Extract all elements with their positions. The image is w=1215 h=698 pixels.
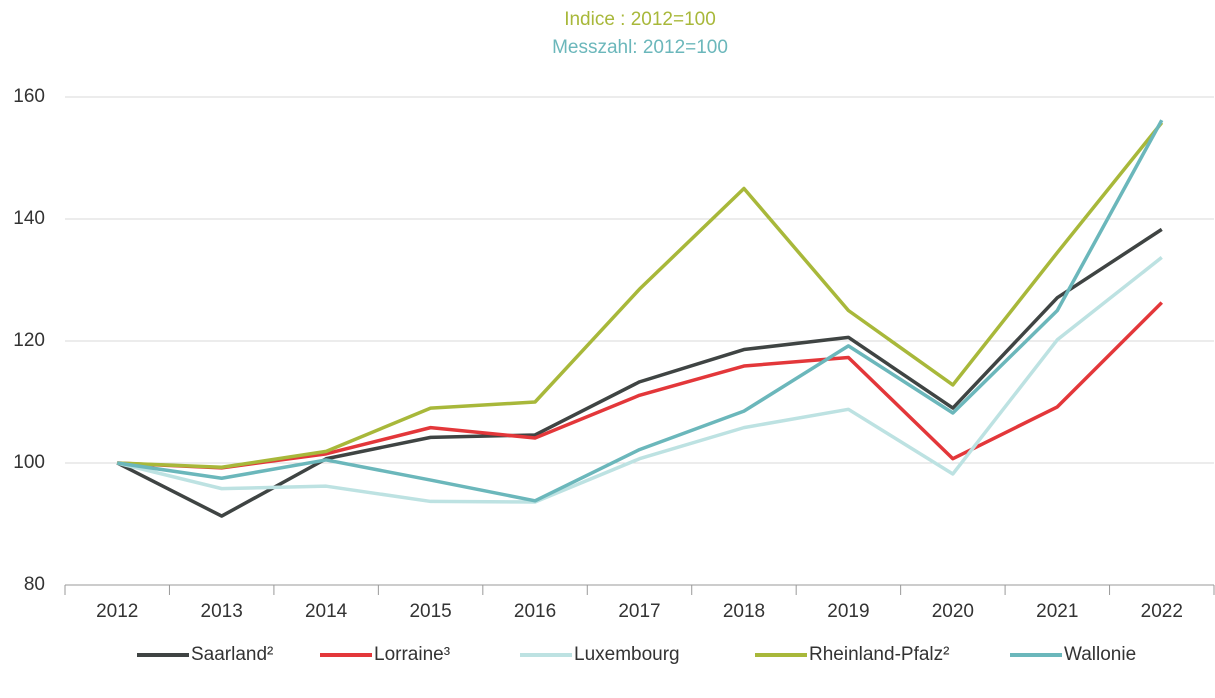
legend-label: Lorraine³ bbox=[374, 644, 450, 665]
x-tick-label: 2020 bbox=[932, 601, 974, 622]
series-line bbox=[117, 121, 1164, 470]
x-tick-label: 2017 bbox=[618, 601, 660, 622]
x-tick-label: 2016 bbox=[514, 601, 556, 622]
y-tick-label: 100 bbox=[13, 452, 45, 473]
chart-subtitle: Messzahl: 2012=100 bbox=[552, 37, 728, 58]
chart-title: Indice : 2012=100 bbox=[564, 9, 716, 30]
series-line bbox=[116, 227, 1163, 518]
series-line bbox=[117, 301, 1164, 470]
x-tick-label: 2018 bbox=[723, 601, 765, 622]
x-tick-label: 2021 bbox=[1036, 601, 1078, 622]
legend-label: Saarland² bbox=[191, 644, 273, 665]
x-tick-label: 2019 bbox=[827, 601, 869, 622]
series-line bbox=[116, 256, 1163, 504]
legend-label: Luxembourg bbox=[574, 644, 680, 665]
y-tick-label: 120 bbox=[13, 330, 45, 351]
legend-label: Wallonie bbox=[1064, 644, 1136, 665]
y-tick-label: 160 bbox=[13, 86, 45, 107]
series-line bbox=[116, 119, 1164, 503]
x-tick-label: 2015 bbox=[409, 601, 451, 622]
y-tick-label: 80 bbox=[24, 574, 45, 595]
x-tick-label: 2013 bbox=[201, 601, 243, 622]
legend-label: Rheinland-Pfalz² bbox=[809, 644, 949, 665]
x-tick-label: 2014 bbox=[305, 601, 348, 622]
x-tick-label: 2022 bbox=[1141, 601, 1183, 622]
x-tick-label: 2012 bbox=[96, 601, 138, 622]
y-tick-label: 140 bbox=[13, 208, 45, 229]
